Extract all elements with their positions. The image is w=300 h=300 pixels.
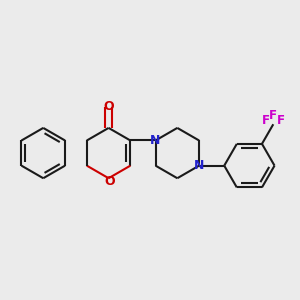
Text: O: O	[103, 100, 114, 113]
Text: F: F	[262, 114, 270, 127]
Text: O: O	[104, 175, 115, 188]
Text: F: F	[269, 110, 277, 122]
Text: F: F	[277, 114, 284, 127]
Text: N: N	[194, 159, 204, 172]
Text: N: N	[150, 134, 161, 147]
